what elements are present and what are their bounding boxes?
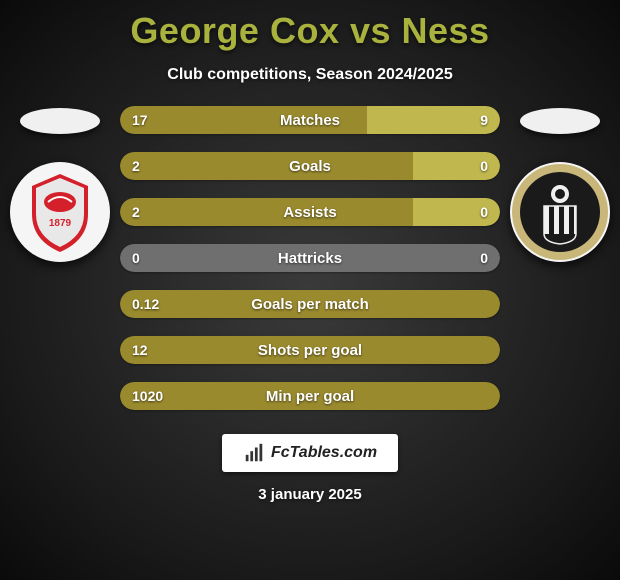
stat-label: Goals — [120, 152, 500, 180]
stat-label: Shots per goal — [120, 336, 500, 364]
watermark: FcTables.com — [222, 434, 398, 472]
stat-row: 20Goals — [120, 152, 500, 180]
stat-row: 0.12Goals per match — [120, 290, 500, 318]
watermark-text: FcTables.com — [271, 444, 377, 462]
subtitle: Club competitions, Season 2024/2025 — [0, 66, 620, 84]
stat-row: 20Assists — [120, 198, 500, 226]
stat-row: 1020Min per goal — [120, 382, 500, 410]
stat-label: Min per goal — [120, 382, 500, 410]
player-left-column: 1879 — [0, 106, 120, 262]
stat-label: Goals per match — [120, 290, 500, 318]
player-right-column — [500, 106, 620, 262]
flag-right — [520, 108, 600, 134]
stat-label: Assists — [120, 198, 500, 226]
stat-bars: 179Matches 20Goals 20Assists 00Hattricks 0.1… — [120, 106, 500, 410]
chart-icon — [243, 442, 265, 464]
date-text: 3 january 2025 — [0, 486, 620, 503]
stat-row: 00Hattricks — [120, 244, 500, 272]
stat-label: Hattricks — [120, 244, 500, 272]
flag-left — [20, 108, 100, 134]
stat-row: 12Shots per goal — [120, 336, 500, 364]
notts-crest-icon — [510, 162, 610, 262]
swindon-crest-icon: 1879 — [10, 162, 110, 262]
crest-right — [510, 162, 610, 262]
stat-label: Matches — [120, 106, 500, 134]
page-title: George Cox vs Ness — [0, 0, 620, 52]
comparison-content: 1879 1 — [0, 106, 620, 410]
crest-left: 1879 — [10, 162, 110, 262]
svg-text:1879: 1879 — [49, 218, 72, 229]
stat-row: 179Matches — [120, 106, 500, 134]
